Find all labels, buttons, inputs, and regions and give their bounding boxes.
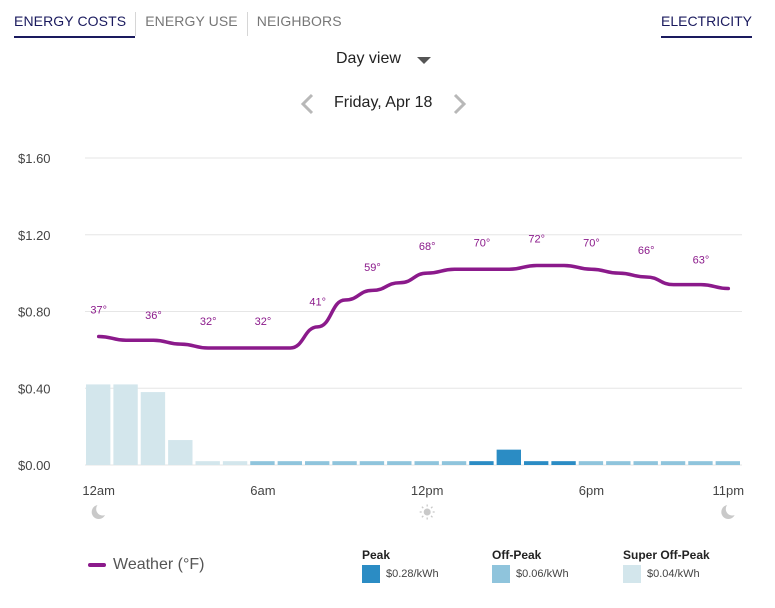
cost-bar (688, 461, 713, 465)
cost-bar (305, 461, 330, 465)
temperature-label: 68° (419, 241, 436, 253)
previous-day-button[interactable] (298, 93, 318, 115)
legend-off-peak-price: $0.06/kWh (516, 568, 569, 580)
y-tick-label: $1.60 (18, 151, 51, 166)
legend-off-peak-swatch (492, 565, 510, 583)
temperature-label: 36° (145, 310, 162, 322)
chevron-right-icon (453, 93, 467, 115)
legend-super-off-peak-swatch (623, 565, 641, 583)
temperature-label: 72° (528, 233, 545, 245)
cost-bar (195, 461, 220, 465)
legend-super-off-peak-name: Super Off-Peak (623, 548, 710, 562)
legend-off-peak: Off-Peak $0.06/kWh (492, 548, 569, 583)
cost-bar (86, 384, 111, 465)
cost-bar (660, 461, 686, 465)
cost-bar (359, 461, 385, 465)
cost-bar (496, 449, 521, 465)
energy-cost-chart: $1.60 $1.20 $0.80 $0.40 $0.00 37° 36° 32° 32° 41°… (18, 151, 745, 520)
tab-energy-use[interactable]: ENERGY USE (135, 12, 247, 36)
x-tick-label: 6am (250, 483, 275, 498)
temperature-label: 37° (90, 304, 107, 316)
x-tick-label: 12pm (411, 483, 444, 498)
tab-energy-costs[interactable]: ENERGY COSTS (14, 12, 136, 38)
weather-legend: Weather (°F) (88, 556, 204, 574)
x-tick-label: 6pm (579, 483, 604, 498)
cost-bar (441, 461, 467, 465)
temperature-label: 63° (693, 255, 710, 267)
cost-bar (332, 461, 357, 465)
tab-neighbors[interactable]: NEIGHBORS (246, 12, 351, 36)
chevron-left-icon (300, 93, 314, 115)
cost-bar (140, 392, 166, 465)
weather-line-swatch (88, 563, 106, 567)
legend-peak-name: Peak (362, 548, 391, 562)
temperature-label: 59° (364, 262, 381, 274)
cost-bar (633, 461, 658, 465)
y-tick-label: $0.40 (18, 381, 51, 396)
caret-down-icon (416, 56, 431, 64)
weather-legend-label: Weather (°F) (113, 556, 205, 573)
cost-bar (168, 440, 193, 465)
view-select[interactable]: Day view (336, 50, 431, 68)
cost-bar (524, 461, 549, 465)
temperature-label: 70° (474, 237, 491, 249)
x-tick-label: 11pm (713, 483, 745, 498)
cost-bar (606, 461, 631, 465)
legend-super-off-peak-price: $0.04/kWh (647, 568, 700, 580)
current-date: Friday, Apr 18 (334, 94, 433, 111)
y-tick-label: $1.20 (18, 228, 51, 243)
legend-peak-swatch (362, 565, 380, 583)
cost-bar (250, 461, 275, 465)
tab-electricity[interactable]: ELECTRICITY (660, 12, 752, 38)
legend-off-peak-name: Off-Peak (492, 548, 542, 562)
cost-bar (414, 461, 439, 465)
temperature-label: 41° (309, 297, 326, 309)
cost-bar (277, 461, 302, 465)
cost-bar (578, 461, 604, 465)
y-tick-label: $0.80 (18, 305, 51, 320)
moon-icon (721, 502, 739, 519)
moon-icon (91, 502, 110, 519)
weather-line (96, 263, 731, 350)
temperature-label: 32° (255, 316, 272, 328)
y-tick-label: $0.00 (18, 458, 51, 473)
cost-bar (113, 384, 138, 465)
cost-bar (222, 461, 248, 465)
cost-bar (551, 461, 576, 465)
temperature-label: 32° (200, 316, 217, 328)
x-tick-label: 12am (82, 483, 115, 498)
cost-bar (469, 461, 494, 465)
temperature-label: 70° (583, 237, 600, 249)
cost-bar (387, 461, 412, 465)
legend-peak: Peak $0.28/kWh (362, 548, 439, 583)
view-select-value: Day view (336, 50, 401, 67)
temperature-label: 66° (638, 245, 655, 257)
legend-peak-price: $0.28/kWh (386, 568, 439, 580)
next-day-button[interactable] (449, 93, 469, 115)
cost-bar (715, 461, 740, 465)
view-tabs: ENERGY COSTS ENERGY USE NEIGHBORS (14, 12, 351, 38)
sun-icon (419, 504, 435, 520)
legend-super-off-peak: Super Off-Peak $0.04/kWh (623, 548, 710, 583)
date-navigator: Friday, Apr 18 (0, 93, 775, 115)
